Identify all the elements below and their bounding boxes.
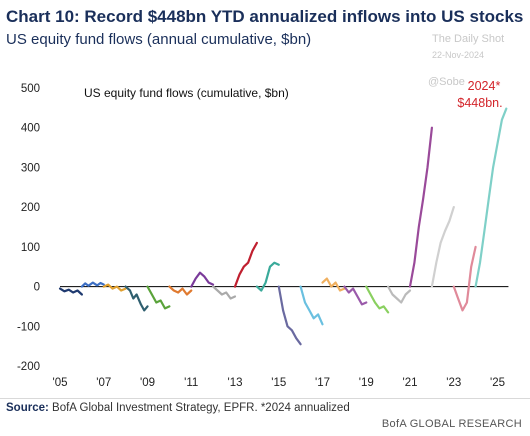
series-line-2013 bbox=[233, 241, 258, 288]
inner-chart-title: US equity fund flows (cumulative, $bn) bbox=[84, 86, 289, 100]
y-tick-label: 500 bbox=[21, 83, 40, 95]
series-line-2015 bbox=[277, 285, 302, 346]
series-line-2008 bbox=[124, 285, 149, 312]
series-line-2005 bbox=[58, 287, 84, 296]
y-tick-label: -100 bbox=[17, 321, 40, 333]
x-tick-label: '05 bbox=[53, 377, 68, 389]
x-tick-label: '09 bbox=[140, 377, 155, 389]
x-tick-label: '11 bbox=[184, 377, 198, 389]
annotation-2024-value: $448bn. bbox=[457, 96, 502, 110]
series-line-2006 bbox=[80, 281, 105, 288]
watermark-date: 22-Nov-2024 bbox=[432, 50, 485, 60]
x-tick-label: '25 bbox=[490, 377, 505, 389]
brand-label: BofA GLOBAL RESEARCH bbox=[381, 418, 522, 430]
series-line-2012 bbox=[212, 285, 237, 300]
watermark-source: The Daily Shot bbox=[432, 33, 505, 45]
x-tick-label: '17 bbox=[315, 377, 330, 389]
series-line-2022 bbox=[430, 206, 455, 288]
y-axis: -200 -100 0 100 200 300 400 500 bbox=[17, 83, 40, 373]
x-tick-label: '21 bbox=[403, 377, 418, 389]
series-line-2007 bbox=[102, 283, 127, 292]
fund-flows-chart: US equity fund flows (cumulative, $bn) -… bbox=[17, 79, 509, 389]
source-note: Source: BofA Global Investment Strategy,… bbox=[6, 402, 350, 414]
y-tick-label: 200 bbox=[21, 202, 40, 214]
y-tick-label: 300 bbox=[21, 162, 40, 174]
series-line-2014 bbox=[255, 261, 280, 292]
footer-divider bbox=[0, 398, 530, 399]
series-line-2010 bbox=[168, 285, 193, 296]
series-line-2020 bbox=[387, 285, 412, 304]
y-tick-label: 100 bbox=[21, 242, 40, 254]
source-label: Source: bbox=[6, 402, 49, 414]
series-line-2019 bbox=[365, 285, 390, 314]
y-tick-label: 400 bbox=[21, 123, 40, 135]
x-tick-label: '13 bbox=[228, 377, 243, 389]
chart-title: Chart 10: Record $448bn YTD annualized i… bbox=[6, 7, 524, 26]
annotation-2024-label: 2024* bbox=[468, 79, 501, 93]
x-tick-label: '07 bbox=[96, 377, 111, 389]
series-line-2011 bbox=[190, 271, 215, 288]
series-line-2009 bbox=[146, 285, 171, 310]
watermark-handle: @Sobe bbox=[428, 76, 465, 88]
x-tick-label: '19 bbox=[359, 377, 374, 389]
x-axis: '05 '07 '09 '11 '13 '15 '17 '19 '21 '23 '25 bbox=[53, 377, 506, 389]
series-line-2017 bbox=[321, 277, 346, 292]
y-tick-label: 0 bbox=[34, 282, 40, 294]
source-text: BofA Global Investment Strategy, EPFR. *… bbox=[52, 402, 350, 414]
series-group bbox=[58, 107, 508, 346]
chart-subtitle: US equity fund flows (annual cumulative,… bbox=[6, 31, 312, 48]
x-tick-label: '15 bbox=[271, 377, 286, 389]
series-line-2023 bbox=[452, 245, 477, 312]
series-line-2021 bbox=[408, 126, 433, 288]
y-tick-label: -200 bbox=[17, 361, 40, 373]
series-line-2018 bbox=[343, 285, 368, 306]
series-line-2016 bbox=[299, 285, 324, 326]
series-line-2024 bbox=[474, 107, 508, 288]
x-tick-label: '23 bbox=[446, 377, 461, 389]
